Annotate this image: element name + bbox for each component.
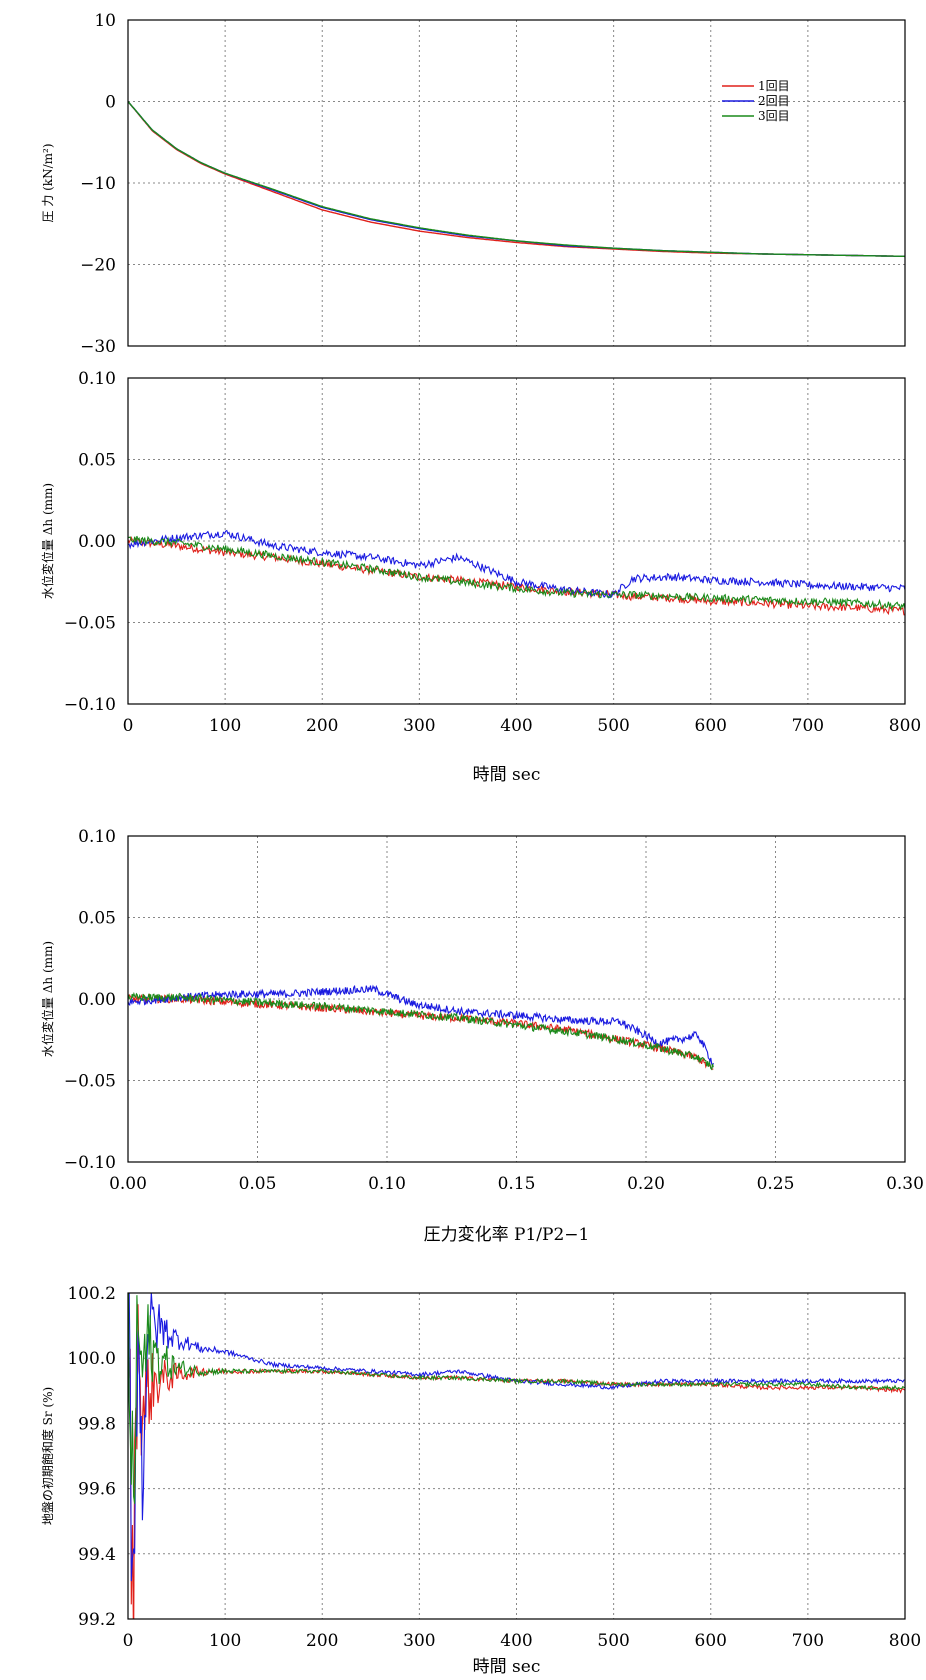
x-tick-label: 0 <box>123 716 134 736</box>
x-tick-label: 800 <box>889 1631 921 1651</box>
series-line-3 <box>128 535 905 612</box>
x-tick-label: 300 <box>403 1631 435 1651</box>
x-axis-label: 時間 sec <box>473 765 541 785</box>
x-tick-label: 0.25 <box>757 1174 795 1194</box>
x-tick-label: 0.10 <box>368 1174 406 1194</box>
x-tick-label: 200 <box>306 716 338 736</box>
y-tick-label: −0.10 <box>64 1153 116 1173</box>
series-line-2 <box>128 984 714 1068</box>
y-tick-label: 10 <box>94 11 116 31</box>
y-tick-label: −30 <box>80 337 116 357</box>
y-axis-label: 水位変位量 Δh (mm) <box>40 941 55 1057</box>
x-tick-label: 100 <box>209 716 241 736</box>
y-tick-label: 0.00 <box>78 532 116 552</box>
x-tick-label: 700 <box>792 716 824 736</box>
y-tick-label: −20 <box>80 256 116 276</box>
y-tick-label: 99.2 <box>78 1610 116 1630</box>
chart-saturation: 100.2 100.0 99.8 99.6 99.4 99.2 0 100 200 300 400 5… <box>40 1284 921 1677</box>
series-line-3 <box>128 101 905 258</box>
plot-frame <box>127 1292 906 1620</box>
x-tick-label: 600 <box>695 716 727 736</box>
y-tick-label: 100.2 <box>67 1284 116 1304</box>
plot-frame <box>127 377 906 705</box>
series-line-3 <box>128 1293 905 1504</box>
x-tick-label: 800 <box>889 716 921 736</box>
y-tick-label: 0.05 <box>78 909 116 929</box>
y-tick-label: 0.00 <box>78 990 116 1010</box>
x-tick-label: 400 <box>500 1631 532 1651</box>
series-line-2 <box>128 101 905 258</box>
chart-dh_time: 0.10 0.05 0.00 −0.05 −0.10 0 100 200 300 400 500 60… <box>40 369 921 785</box>
series-line-2 <box>128 529 905 599</box>
legend-label-2: 2回目 <box>758 94 790 108</box>
y-axis-label: 水位変位量 Δh (mm) <box>40 483 55 599</box>
x-tick-label: 100 <box>209 1631 241 1651</box>
plot-frame <box>127 835 906 1163</box>
series-line-1 <box>128 101 905 258</box>
chart-dh_ratio: 0.100.050.00−0.05−0.100.00 0.05 0.10 0.15 0.… <box>40 827 924 1245</box>
y-tick-label: 0.10 <box>78 369 116 389</box>
series-line-1 <box>128 993 714 1071</box>
x-tick-label: 700 <box>792 1631 824 1651</box>
legend-label-1: 1回目 <box>758 79 790 93</box>
x-tick-label: 0.00 <box>109 1174 147 1194</box>
y-tick-label: −0.10 <box>64 695 116 715</box>
y-axis-label: 地盤の初期飽和度 Sr (%) <box>40 1387 55 1525</box>
y-tick-label: −0.05 <box>64 614 116 634</box>
y-tick-label: 99.6 <box>78 1480 116 1500</box>
y-tick-label: −10 <box>80 174 116 194</box>
x-tick-label: 0.05 <box>239 1174 277 1194</box>
y-tick-label: 100.0 <box>67 1349 116 1369</box>
series-line-3 <box>128 991 714 1071</box>
y-axis-label: 圧 力 (kN/m²) <box>41 144 55 223</box>
y-tick-label: 0.05 <box>78 451 116 471</box>
y-tick-label: −0.05 <box>64 1072 116 1092</box>
legend-label-3: 3回目 <box>758 109 790 123</box>
x-tick-label: 500 <box>597 1631 629 1651</box>
x-tick-label: 400 <box>500 716 532 736</box>
x-tick-label: 0 <box>123 1631 134 1651</box>
y-tick-label: 99.8 <box>78 1414 116 1434</box>
x-axis-label: 時間 sec <box>473 1657 541 1677</box>
x-tick-label: 600 <box>695 1631 727 1651</box>
x-tick-label: 0.15 <box>498 1174 536 1194</box>
x-tick-label: 300 <box>403 716 435 736</box>
x-tick-label: 0.30 <box>886 1174 924 1194</box>
y-tick-label: 99.4 <box>78 1545 116 1565</box>
x-axis-label: 圧力変化率 P1/P2−1 <box>424 1225 590 1245</box>
x-tick-label: 200 <box>306 1631 338 1651</box>
x-tick-label: 0.20 <box>627 1174 665 1194</box>
plot-frame <box>127 19 906 347</box>
x-tick-label: 500 <box>597 716 629 736</box>
y-tick-label: 0.10 <box>78 827 116 847</box>
y-tick-label: 0 <box>105 93 116 113</box>
